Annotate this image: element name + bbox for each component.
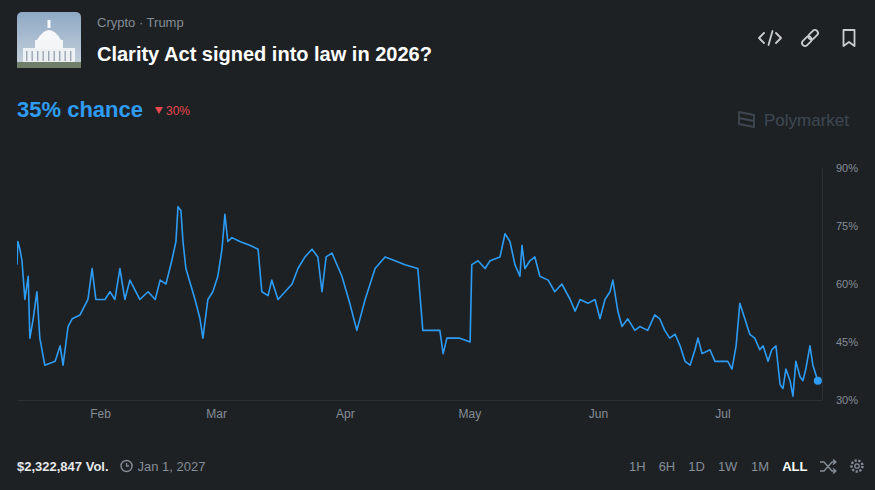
- watermark: Polymarket: [739, 111, 849, 130]
- y-tick-label: 30%: [836, 394, 858, 406]
- y-tick: 45%: [822, 336, 858, 348]
- x-tick-label: May: [458, 407, 481, 421]
- link-part: [801, 35, 813, 47]
- range-button[interactable]: 1W: [718, 459, 738, 474]
- y-tick: 60%: [822, 278, 858, 290]
- icon-column: [65, 51, 66, 61]
- range-button[interactable]: 1M: [751, 459, 769, 474]
- y-tick-label: 45%: [836, 336, 858, 348]
- axis-line: [822, 169, 823, 401]
- icon-column: [54, 51, 55, 61]
- watermark-logo: [739, 112, 754, 127]
- x-tick: Jun: [589, 400, 608, 421]
- end-date: Jan 1, 2027: [138, 459, 206, 474]
- icon-column: [43, 51, 44, 61]
- plot-area: [17, 207, 822, 396]
- price-line: [17, 207, 818, 396]
- volume: $2,322,847 Vol.: [17, 459, 109, 474]
- x-tick-label: Apr: [336, 407, 355, 421]
- page: Crypto · Trump Clarity Act signed into la…: [0, 0, 875, 490]
- gear-teeth: [852, 461, 863, 472]
- change-arrow: [155, 107, 163, 114]
- icon-column: [48, 51, 49, 61]
- embed-icon[interactable]: [759, 31, 781, 45]
- y-tick: 30%: [822, 394, 858, 406]
- x-tick: May: [458, 400, 481, 421]
- range-button[interactable]: ALL: [782, 459, 807, 474]
- clock-icon: [121, 461, 132, 472]
- y-tick-label: 90%: [836, 162, 858, 174]
- icon-column: [26, 51, 27, 61]
- icon-column: [32, 51, 33, 61]
- link-part: [807, 29, 819, 41]
- icon-column: [70, 51, 71, 61]
- axis-line: [18, 400, 823, 401]
- icon-sky: [17, 12, 81, 68]
- range-button[interactable]: 1H: [629, 459, 646, 474]
- change: 30%: [166, 104, 190, 118]
- icon-spire: [48, 20, 51, 28]
- clock-hands: [127, 463, 130, 466]
- market-icon: [17, 12, 81, 68]
- x-tick: Mar: [206, 400, 227, 421]
- icon-column: [59, 51, 60, 61]
- link-icon[interactable]: [801, 29, 819, 47]
- icon-column: [37, 51, 38, 61]
- x-tick: Apr: [336, 400, 355, 421]
- y-tick: 75%: [822, 220, 858, 232]
- x-tick: Jul: [715, 400, 730, 421]
- icon-base: [23, 48, 75, 62]
- y-tick: 90%: [822, 162, 858, 174]
- clock-face: [121, 461, 132, 472]
- background: [0, 0, 875, 490]
- y-axis: 30% 45% 60% 75% 90%: [822, 162, 858, 406]
- end-dot: [814, 377, 822, 385]
- bookmark-icon[interactable]: [844, 30, 855, 46]
- y-tick-label: 60%: [836, 278, 858, 290]
- settings-icon[interactable]: [852, 461, 863, 472]
- x-tick-label: Jun: [589, 407, 608, 421]
- breadcrumb[interactable]: Crypto · Trump: [97, 15, 184, 30]
- shuffle-icon[interactable]: [820, 460, 836, 474]
- icon-drum: [35, 40, 63, 49]
- range-button[interactable]: 1D: [688, 459, 705, 474]
- x-tick: Feb: [90, 400, 111, 421]
- gear-hub: [855, 464, 859, 468]
- x-axis: Feb Mar Apr May Jun Jul: [18, 400, 823, 421]
- range-button[interactable]: 6H: [659, 459, 676, 474]
- icon-ground: [17, 62, 81, 68]
- x-tick-label: Mar: [206, 407, 227, 421]
- probability: 35% chance: [17, 97, 143, 122]
- y-tick-label: 75%: [836, 220, 858, 232]
- icon-dome: [37, 30, 61, 40]
- title: Clarity Act signed into law in 2026?: [97, 43, 432, 65]
- x-tick-label: Jul: [715, 407, 730, 421]
- x-tick-label: Feb: [90, 407, 111, 421]
- watermark-text: Polymarket: [764, 111, 849, 130]
